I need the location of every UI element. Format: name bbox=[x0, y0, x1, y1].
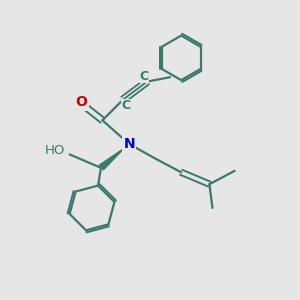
Text: HO: HO bbox=[45, 143, 65, 157]
Polygon shape bbox=[98, 144, 129, 171]
Text: C: C bbox=[121, 99, 130, 112]
Text: C: C bbox=[140, 70, 148, 83]
Text: O: O bbox=[76, 95, 88, 110]
Text: N: N bbox=[123, 137, 135, 151]
